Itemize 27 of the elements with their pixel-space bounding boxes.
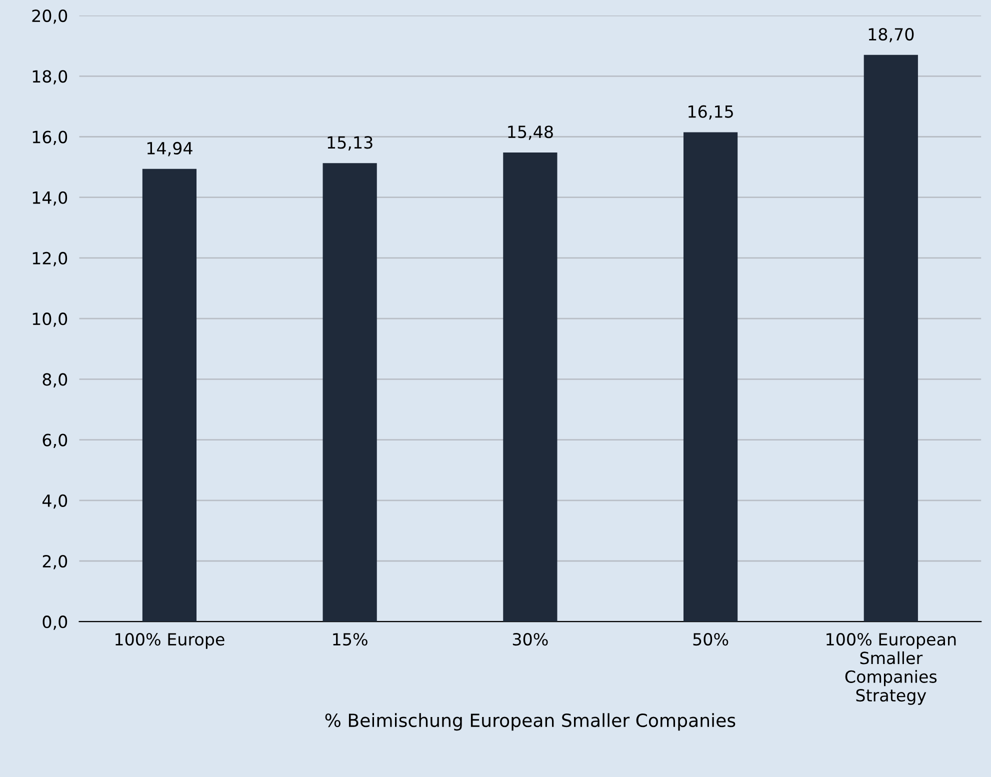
x-tick-label: 30% <box>512 633 548 646</box>
data-label: 16,15 <box>688 105 733 120</box>
x-tick-label: 15% <box>333 633 368 646</box>
x-tick-label: 100% European Smaller Companies Strategy <box>826 633 956 705</box>
x-axis-title: % Beimischung European Smaller Companies <box>325 713 736 731</box>
bar <box>864 54 918 622</box>
y-tick-label: 20,0 <box>32 10 68 24</box>
bar <box>142 168 197 622</box>
y-tick-label: 2,0 <box>42 554 68 570</box>
y-tick-label: 0,0 <box>42 616 68 630</box>
data-label: 14,94 <box>147 142 192 156</box>
y-tick-label: 12,0 <box>32 252 68 266</box>
y-tick-label: 14,0 <box>32 191 68 206</box>
data-label: 15,13 <box>328 136 372 150</box>
y-tick-label: 8,0 <box>42 373 68 388</box>
y-tick-label: 4,0 <box>42 494 68 509</box>
bar <box>503 152 558 622</box>
y-tick-label: 10,0 <box>32 312 68 327</box>
y-tick-label: 18,0 <box>32 70 68 84</box>
data-label: 18,70 <box>868 28 914 42</box>
y-tick-label: 6,0 <box>42 434 68 448</box>
x-tick-label: 50% <box>693 633 728 646</box>
bar <box>683 132 738 622</box>
y-tick-label: 16,0 <box>32 130 68 146</box>
bar <box>322 163 377 622</box>
data-label: 15,48 <box>508 126 553 140</box>
x-tick-label: 100% Europe <box>116 633 224 649</box>
